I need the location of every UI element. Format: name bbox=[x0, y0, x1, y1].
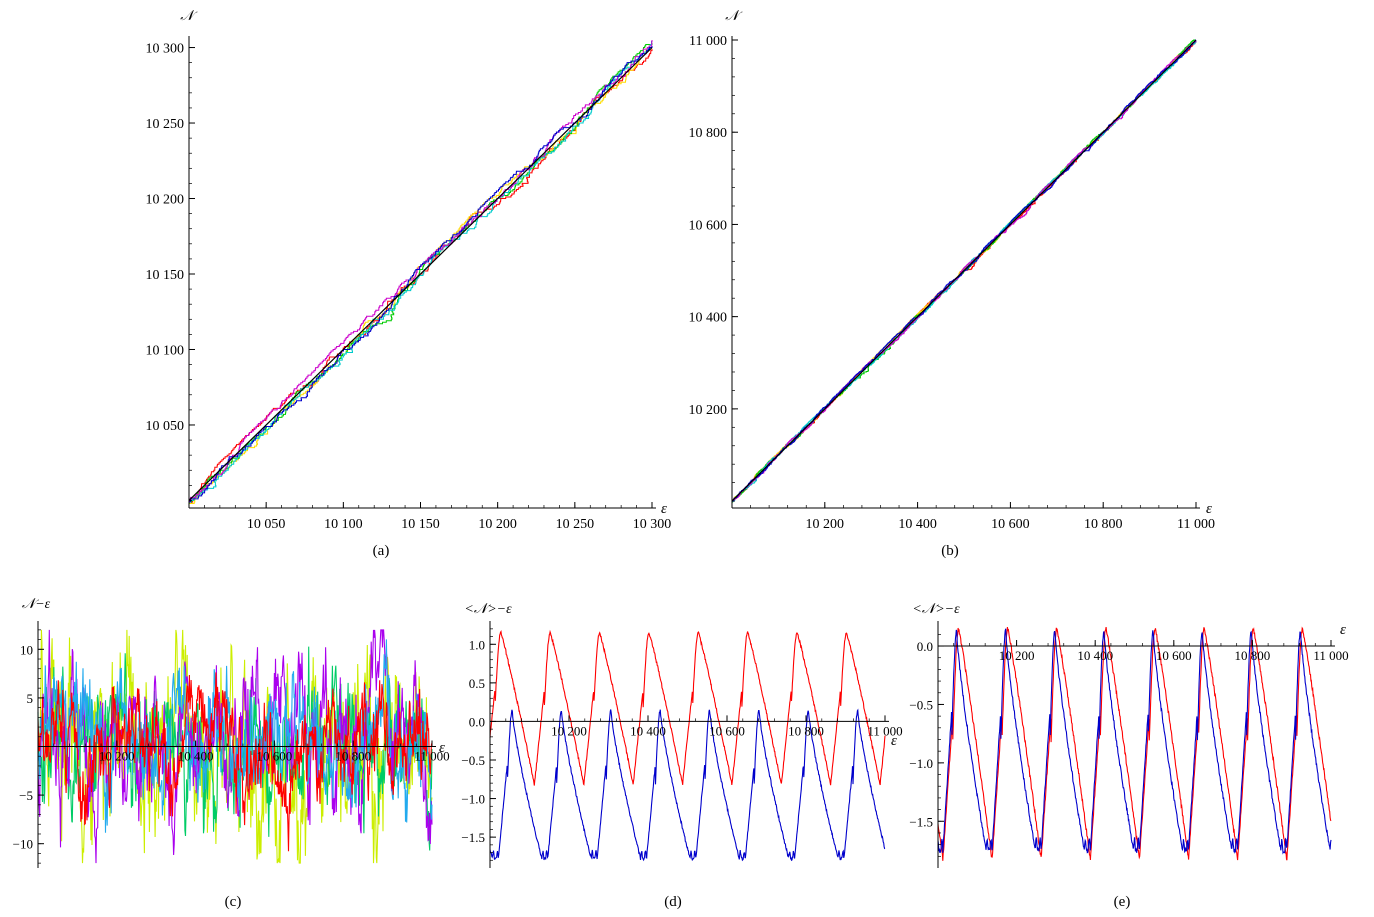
x-tick-label: 10 600 bbox=[991, 517, 1030, 532]
series-line bbox=[937, 628, 1332, 855]
x-tick-label: 10 800 bbox=[1084, 517, 1123, 532]
x-axis-label: ε bbox=[1206, 501, 1212, 517]
panel-label: (b) bbox=[941, 543, 959, 559]
y-tick-label: −1.0 bbox=[461, 792, 485, 807]
series-line bbox=[188, 47, 653, 501]
y-tick-label: 10 100 bbox=[146, 343, 185, 358]
x-tick-label: 10 250 bbox=[556, 517, 595, 532]
y-tick-label: −0.5 bbox=[461, 753, 485, 768]
y-tick-label: −1.5 bbox=[909, 814, 933, 829]
series-line bbox=[731, 39, 1197, 502]
x-tick-label: 10 150 bbox=[401, 517, 440, 532]
x-tick-label: 10 400 bbox=[178, 749, 214, 764]
x-axis-label: ε bbox=[439, 740, 445, 756]
y-tick-label: 10 050 bbox=[146, 419, 185, 434]
x-tick-label: 10 200 bbox=[999, 648, 1035, 663]
y-tick-label: 10 200 bbox=[146, 193, 185, 208]
x-axis-label: ε bbox=[661, 501, 667, 517]
y-tick-label: −10 bbox=[13, 837, 33, 852]
panel-label: (c) bbox=[225, 894, 242, 910]
y-axis-label: 𝒩 bbox=[725, 9, 743, 24]
x-tick-label: 10 200 bbox=[99, 749, 135, 764]
y-tick-label: 0.5 bbox=[469, 676, 485, 691]
x-tick-label: 10 600 bbox=[1156, 648, 1192, 663]
y-tick-label: −1.0 bbox=[909, 756, 933, 771]
y-tick-label: 11 000 bbox=[689, 34, 727, 49]
y-tick-label: −5 bbox=[19, 788, 33, 803]
y-axis-label: 𝒩−ε bbox=[22, 597, 51, 612]
y-tick-label: 10 bbox=[20, 642, 33, 657]
x-tick-label: 10 050 bbox=[247, 517, 286, 532]
series-line bbox=[489, 708, 886, 862]
series-line bbox=[937, 626, 1332, 861]
y-axis-label: 𝒩 bbox=[180, 9, 198, 24]
x-axis-label: ε bbox=[891, 733, 897, 749]
y-tick-label: 10 250 bbox=[146, 117, 185, 132]
panel-d: 10 200 10 400 10 600 10 800 11 000 −1.5 −1.0 −0… bbox=[461, 602, 902, 910]
x-tick-label: 10 800 bbox=[1235, 648, 1271, 663]
x-tick-label: 10 400 bbox=[630, 723, 666, 738]
x-tick-label: 10 200 bbox=[806, 517, 845, 532]
x-tick-label: 11 000 bbox=[1313, 648, 1348, 663]
y-tick-label: −1.5 bbox=[461, 830, 485, 845]
x-tick-label: 10 200 bbox=[478, 517, 517, 532]
y-tick-label: 0.0 bbox=[469, 714, 485, 729]
panel-label: (a) bbox=[373, 543, 390, 559]
panel-e: 10 200 10 400 10 600 10 800 11 000 −1.5 −1.0 −0… bbox=[909, 602, 1348, 910]
panel-c: 10 200 10 400 10 600 10 800 11 000 −10 −5 5 10 𝒩−… bbox=[13, 597, 450, 910]
x-tick-label: 10 300 bbox=[633, 517, 672, 532]
y-tick-label: 10 800 bbox=[689, 126, 728, 141]
panel-a: 10 050 10 100 10 150 10 200 10 250 10 300 10 0… bbox=[146, 9, 672, 559]
x-tick-label: 10 800 bbox=[788, 723, 824, 738]
series-line bbox=[189, 40, 653, 503]
panel-b: 10 200 10 400 10 600 10 800 11 000 10 200 10 4… bbox=[689, 9, 1215, 559]
y-tick-label: 1.0 bbox=[469, 637, 485, 652]
x-axis-label: ε bbox=[1340, 622, 1346, 638]
series-line bbox=[489, 629, 886, 786]
series-line bbox=[189, 40, 653, 503]
y-axis-label: <𝒩>−ε bbox=[912, 602, 960, 617]
x-tick-label: 10 600 bbox=[257, 749, 293, 764]
x-tick-label: 11 000 bbox=[1177, 517, 1215, 532]
x-tick-label: 10 400 bbox=[1077, 648, 1113, 663]
y-tick-label: 5 bbox=[27, 691, 34, 706]
x-tick-label: 11 000 bbox=[414, 749, 449, 764]
x-tick-label: 10 400 bbox=[898, 517, 937, 532]
series-line bbox=[731, 40, 1197, 502]
y-tick-label: 10 400 bbox=[689, 311, 728, 326]
panel-label: (e) bbox=[1114, 894, 1131, 910]
x-tick-label: 10 600 bbox=[709, 723, 745, 738]
x-tick-label: 10 800 bbox=[335, 749, 371, 764]
y-tick-label: −0.5 bbox=[909, 697, 933, 712]
x-tick-label: 11 000 bbox=[867, 723, 902, 738]
y-tick-label: 10 300 bbox=[146, 42, 185, 57]
y-tick-label: 10 600 bbox=[689, 218, 728, 233]
x-tick-label: 10 100 bbox=[324, 517, 363, 532]
panel-label: (d) bbox=[664, 894, 682, 910]
y-tick-label: 10 150 bbox=[146, 268, 185, 283]
series-line bbox=[37, 672, 433, 852]
y-tick-label: 10 200 bbox=[689, 403, 728, 418]
x-tick-label: 10 200 bbox=[551, 723, 587, 738]
y-axis-label: <𝒩>−ε bbox=[464, 602, 512, 617]
y-tick-label: 0.0 bbox=[917, 639, 933, 654]
